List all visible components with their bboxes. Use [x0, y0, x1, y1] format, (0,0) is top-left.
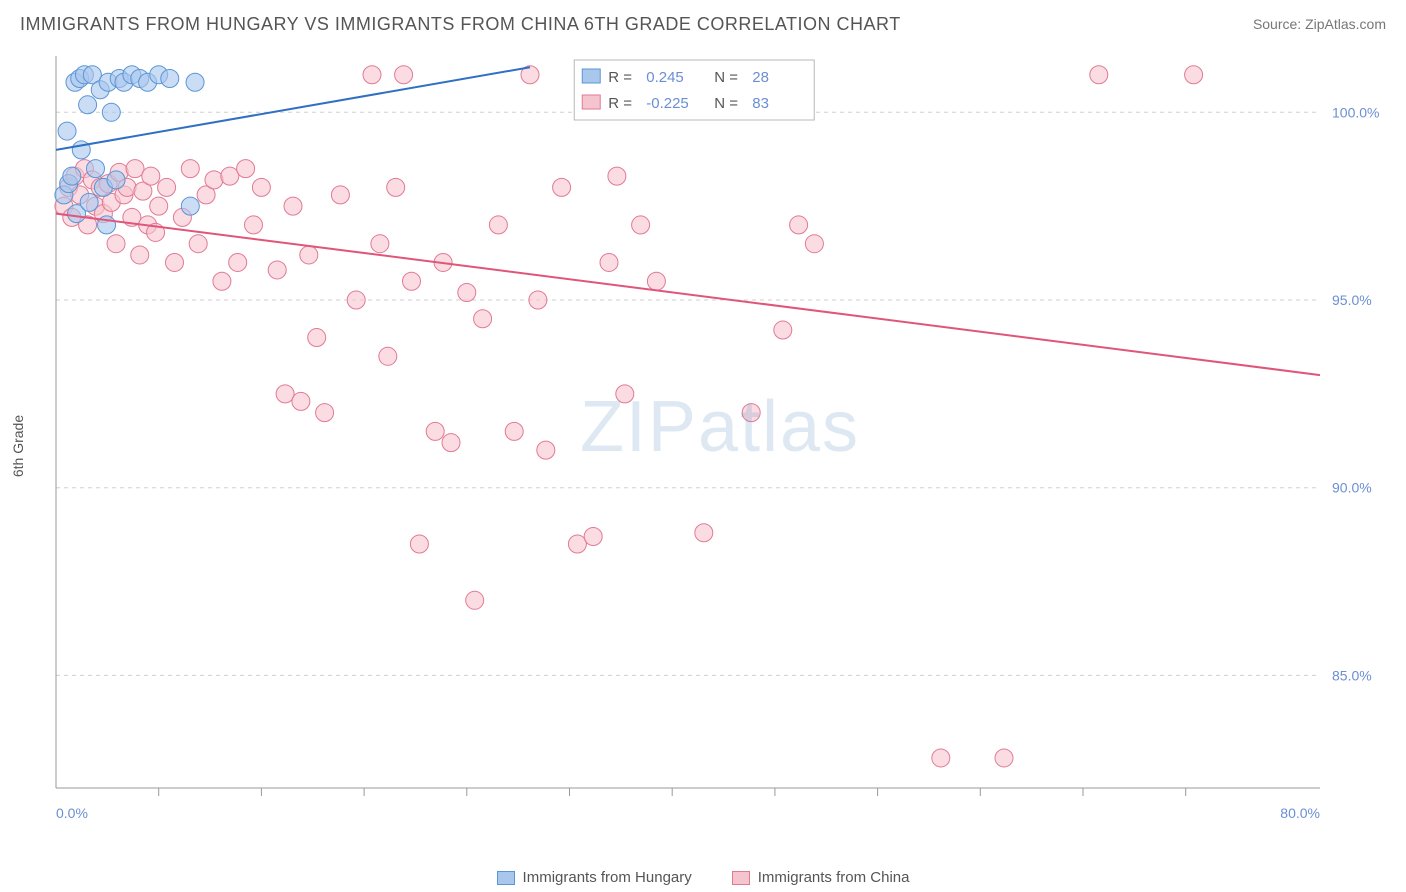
svg-text:83: 83: [752, 95, 769, 112]
legend-item-china: Immigrants from China: [732, 869, 910, 886]
svg-text:95.0%: 95.0%: [1332, 292, 1372, 308]
bottom-legend: Immigrants from Hungary Immigrants from …: [0, 869, 1406, 886]
plot-area: 85.0% 90.0% 95.0% 100.0% 0.0% 80.0% R = 0.245 N …: [50, 48, 1390, 838]
source-link[interactable]: ZipAtlas.com: [1305, 16, 1386, 32]
source-prefix: Source:: [1253, 16, 1305, 32]
legend-label-china: Immigrants from China: [758, 869, 910, 886]
svg-text:100.0%: 100.0%: [1332, 104, 1379, 120]
chart-svg: 85.0% 90.0% 95.0% 100.0% 0.0% 80.0% R = 0.245 N …: [50, 48, 1390, 838]
svg-text:85.0%: 85.0%: [1332, 667, 1372, 683]
svg-text:28: 28: [752, 69, 769, 86]
header: IMMIGRANTS FROM HUNGARY VS IMMIGRANTS FR…: [0, 0, 1406, 48]
source-attribution: Source: ZipAtlas.com: [1253, 16, 1386, 32]
legend-item-hungary: Immigrants from Hungary: [497, 869, 692, 886]
svg-text:N =: N =: [714, 95, 738, 112]
legend-label-hungary: Immigrants from Hungary: [523, 869, 692, 886]
legend-swatch-china: [732, 871, 750, 885]
svg-text:R =: R =: [608, 95, 632, 112]
svg-text:0.0%: 0.0%: [56, 805, 88, 821]
chart-title: IMMIGRANTS FROM HUNGARY VS IMMIGRANTS FR…: [20, 14, 901, 35]
y-axis-label: 6th Grade: [10, 415, 26, 477]
svg-text:N =: N =: [714, 69, 738, 86]
legend-swatch-hungary: [497, 871, 515, 885]
svg-text:-0.225: -0.225: [646, 95, 689, 112]
svg-text:R =: R =: [608, 69, 632, 86]
svg-text:0.245: 0.245: [646, 69, 684, 86]
svg-text:80.0%: 80.0%: [1280, 805, 1320, 821]
svg-text:90.0%: 90.0%: [1332, 480, 1372, 496]
